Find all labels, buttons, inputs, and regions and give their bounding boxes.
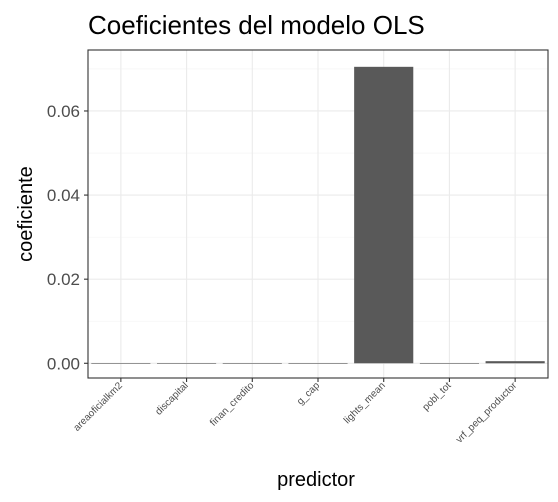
bar-series: [91, 66, 545, 364]
bar-g_cap: [288, 363, 348, 364]
y-tick-label: 0.06: [47, 102, 80, 121]
bar-vrf_peq_productor: [485, 361, 545, 364]
bar-pobl_tot: [419, 363, 479, 364]
bar-areaoficialkm2: [91, 363, 151, 364]
y-axis-title: coeficiente: [15, 166, 37, 262]
x-axis-title: predictor: [277, 469, 355, 491]
y-tick-label: 0.00: [47, 354, 80, 373]
major-gridlines: [88, 50, 548, 378]
x-tick-label: lights_mean: [342, 380, 388, 426]
x-tick-label: g_cap: [295, 380, 322, 407]
bar-discapital: [157, 363, 217, 364]
bar-lights_mean: [354, 66, 414, 364]
bar-finan_credito: [222, 363, 282, 364]
x-axis: areaoficialkm2 discapital finan_credito g_c…: [72, 378, 520, 446]
y-tick-label: 0.04: [47, 186, 80, 205]
x-tick-label: areaoficialkm2: [72, 380, 126, 434]
x-tick-label: finan_credito: [208, 380, 257, 429]
chart-title: Coeficientes del modelo OLS: [88, 10, 425, 40]
x-tick-label: pobl_tot: [421, 380, 454, 413]
y-tick-label: 0.02: [47, 270, 80, 289]
x-tick-label: discapital: [153, 380, 190, 417]
y-axis: 0.00 0.02 0.04 0.06: [47, 102, 88, 373]
x-tick-label: vrf_peq_productor: [454, 380, 520, 446]
